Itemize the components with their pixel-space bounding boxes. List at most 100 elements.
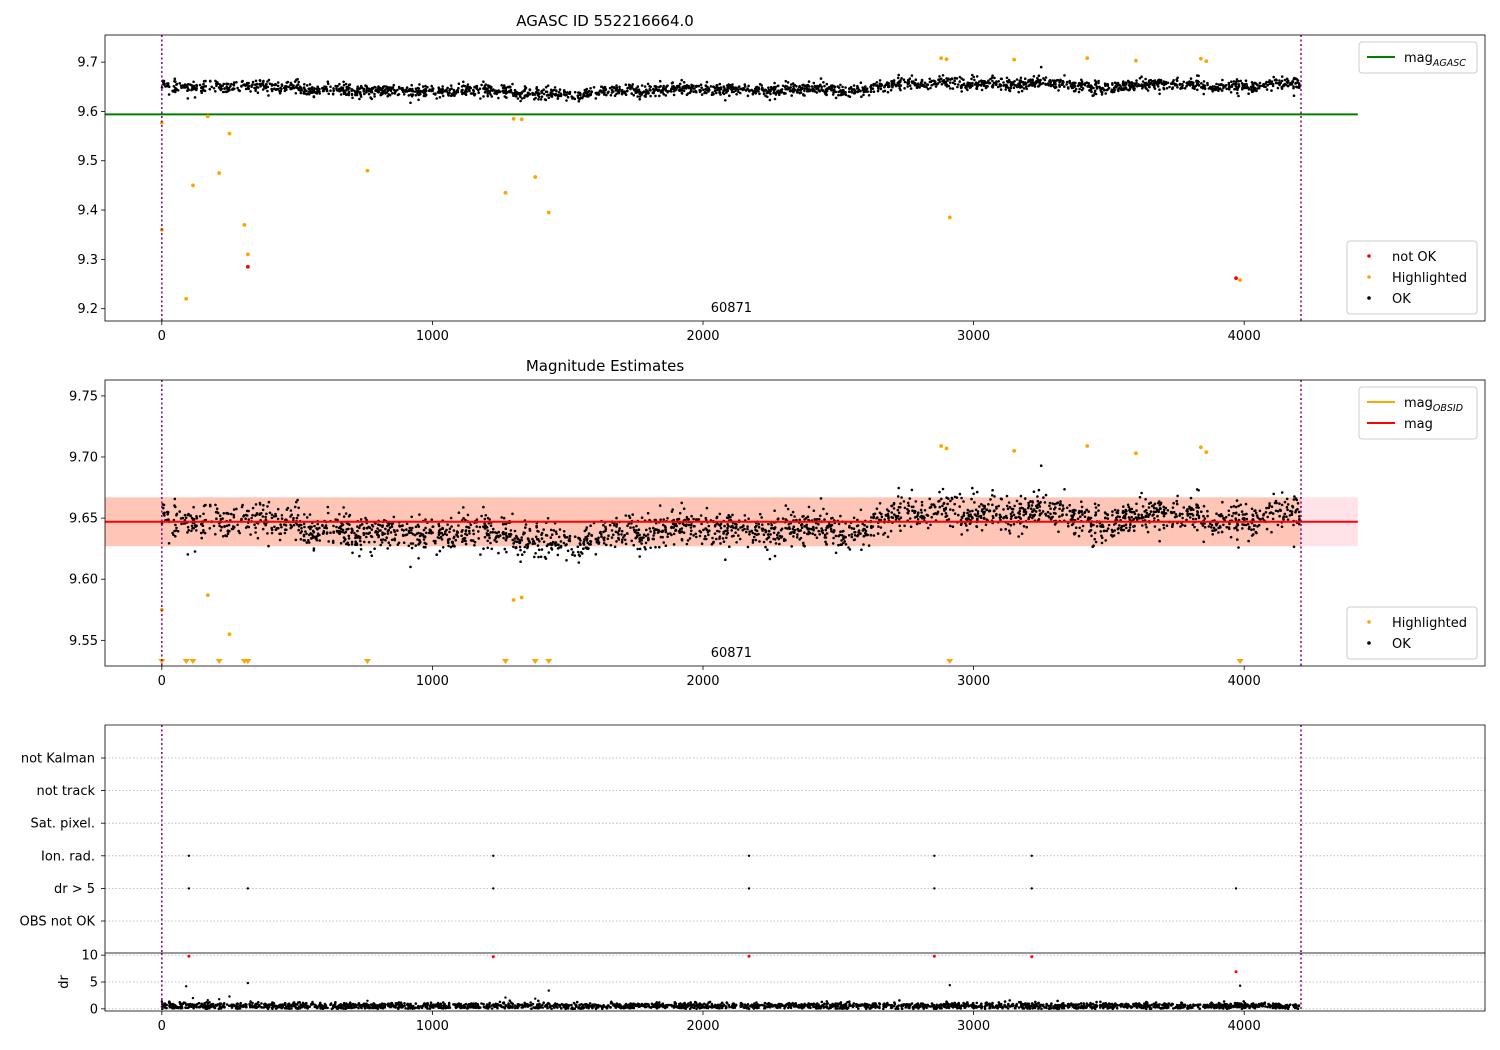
middle-ok-point	[362, 533, 366, 537]
middle-ok-point	[445, 533, 449, 537]
top-ok-point	[686, 92, 690, 95]
middle-ok-point	[981, 511, 985, 514]
top-ok-point	[741, 87, 744, 90]
top-ok-point	[261, 81, 265, 84]
top-ok-point	[268, 82, 272, 85]
top-ok-point	[716, 88, 719, 92]
top-ok-point	[432, 92, 436, 95]
top-ok-point	[796, 88, 800, 91]
middle-ok-point	[1032, 490, 1036, 494]
top-ok-point	[350, 88, 354, 91]
middle-ok-point	[610, 529, 614, 532]
top-ok-point	[501, 89, 505, 93]
middle-ok-point	[1036, 495, 1039, 498]
middle-legend-subscript: OBSID	[1433, 403, 1463, 414]
middle-ok-point	[455, 533, 458, 536]
top-ok-point	[1232, 80, 1236, 83]
middle-ok-point	[940, 512, 944, 516]
top-ok-point	[501, 86, 505, 90]
top-ok-point	[341, 89, 344, 92]
top-ok-point	[218, 87, 221, 90]
middle-ok-point	[897, 511, 901, 515]
middle-ok-point	[441, 546, 445, 549]
top-ok-point	[1081, 87, 1085, 90]
middle-ok-point	[944, 515, 947, 518]
top-ok-point	[645, 88, 648, 92]
top-ok-point	[968, 86, 972, 89]
middle-ok-point	[1006, 507, 1010, 511]
top-not-ok-point	[245, 264, 250, 269]
top-ok-point	[405, 86, 409, 89]
top-ok-point	[774, 93, 778, 96]
top-ok-point	[844, 86, 847, 89]
top-ok-point	[212, 87, 216, 90]
middle-ok-point	[321, 532, 325, 535]
middle-ok-point	[923, 509, 927, 512]
middle-ok-point	[997, 504, 1000, 508]
top-ok-point	[636, 85, 640, 88]
flags-row-label: not Kalman	[21, 752, 95, 767]
middle-ok-point	[1244, 502, 1248, 506]
top-ok-point	[973, 78, 976, 82]
top-ok-point	[941, 74, 945, 77]
middle-ok-point	[659, 518, 662, 521]
middle-ok-point	[493, 531, 497, 534]
top-ok-point	[631, 83, 634, 86]
middle-ok-point	[748, 533, 751, 536]
top-ok-point	[261, 88, 265, 91]
top-ok-point	[729, 87, 733, 90]
top-ok-point	[270, 84, 274, 87]
middle-ok-point	[502, 536, 505, 540]
top-ok-point	[929, 86, 932, 90]
top-ok-point	[331, 93, 335, 96]
middle-ok-point	[577, 553, 581, 557]
middle-ok-point	[221, 517, 224, 520]
middle-ok-point	[1123, 516, 1127, 520]
middle-ok-point	[222, 512, 226, 515]
top-ok-point	[1123, 83, 1126, 87]
top-highlighted-point	[245, 252, 250, 257]
middle-highlighted-point	[1204, 450, 1209, 455]
top-ok-point	[1151, 80, 1154, 83]
middle-ok-point	[368, 531, 372, 534]
middle-ok-point	[1089, 516, 1093, 520]
top-ok-point	[637, 88, 641, 91]
middle-ok-point	[936, 510, 940, 514]
top-ok-point	[359, 93, 363, 97]
top-ok-point	[293, 80, 297, 83]
top-ok-point	[393, 91, 397, 95]
middle-ok-point	[440, 531, 444, 535]
middle-ok-point	[1122, 528, 1125, 532]
top-ok-point	[870, 87, 873, 91]
middle-ok-point	[627, 514, 631, 518]
middle-ok-point	[800, 526, 804, 529]
middle-ok-point	[1140, 513, 1143, 517]
middle-ok-point	[264, 515, 267, 519]
top-ok-point	[497, 96, 500, 100]
top-ok-point	[955, 77, 959, 80]
middle-ok-point	[773, 526, 777, 530]
top-ok-point	[431, 87, 435, 90]
top-ok-point	[665, 85, 668, 88]
top-ok-point	[920, 79, 924, 83]
middle-ok-point	[414, 544, 418, 547]
middle-ok-point	[1043, 501, 1047, 504]
top-ok-point	[971, 81, 974, 85]
middle-ok-point	[251, 513, 254, 517]
middle-ok-point	[523, 545, 527, 549]
top-ok-point	[329, 89, 332, 92]
middle-ok-point	[232, 513, 236, 517]
middle-ok-point	[308, 513, 312, 516]
middle-ok-point	[198, 515, 202, 518]
middle-ok-point	[916, 512, 920, 515]
middle-ok-point	[326, 505, 330, 509]
middle-ok-point	[249, 533, 252, 536]
top-ok-point	[1188, 80, 1191, 84]
middle-ok-point	[555, 532, 558, 536]
middle-ok-point	[844, 535, 847, 539]
middle-ok-point	[834, 551, 838, 555]
top-ok-point	[1209, 85, 1212, 89]
top-ok-point	[490, 95, 494, 98]
middle-ok-point	[873, 512, 877, 516]
middle-ok-point	[1110, 533, 1113, 537]
